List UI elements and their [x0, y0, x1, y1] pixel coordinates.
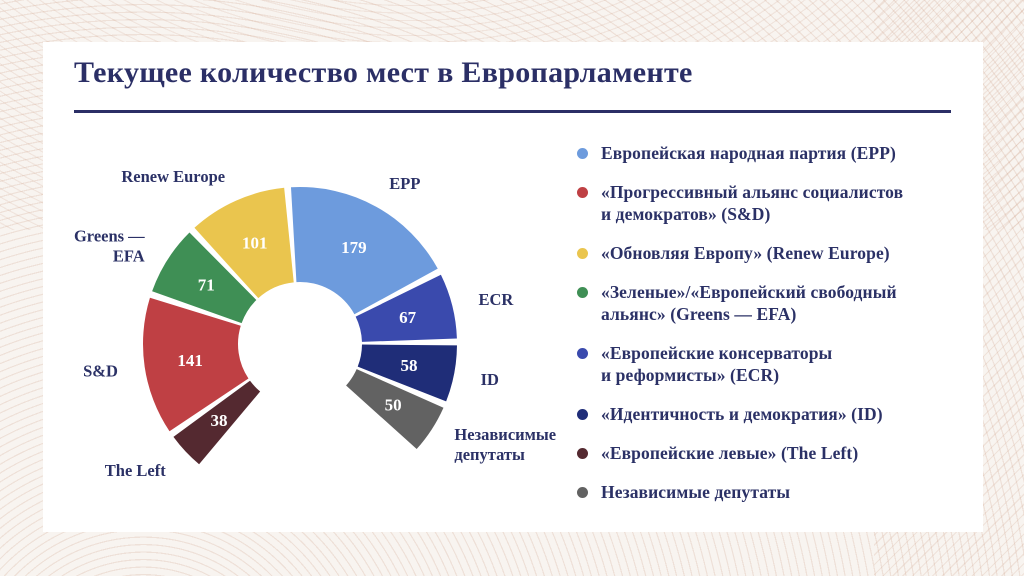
legend-color-dot: [577, 448, 588, 459]
legend-item-left: «Европейские левые» (The Left): [577, 442, 957, 464]
party-label-greens: Greens — EFA: [74, 226, 145, 265]
seat-count-epp: 179: [341, 238, 367, 257]
legend-color-dot: [577, 187, 588, 198]
chart-segment-sd: [142, 297, 249, 432]
party-label-idp: ID: [481, 370, 499, 389]
chart-segment-ni: [346, 369, 444, 450]
legend-item-sd: «Прогрессивный альянс социалистов и демо…: [577, 181, 957, 225]
legend-item-label: Европейская народная партия (EPP): [601, 143, 896, 163]
chart-segment-greens: [152, 232, 257, 324]
legend-item-epp: Европейская народная партия (EPP): [577, 142, 957, 164]
seat-count-left: 38: [211, 411, 228, 430]
legend-color-dot: [577, 487, 588, 498]
legend-item-renew: «Обновляя Европу» (Renew Europe): [577, 242, 957, 264]
legend-item-label: «Прогрессивный альянс социалистов и демо…: [601, 182, 904, 224]
legend-color-dot: [577, 148, 588, 159]
legend-item-label: «Зеленые»/«Европейский свободный альянс»…: [601, 282, 897, 324]
legend-item-label: «Идентичность и демократия» (ID): [601, 404, 883, 424]
page-title: Текущее количество мест в Европарламенте: [74, 56, 693, 89]
legend-item-label: Независимые депутаты: [601, 482, 791, 502]
legend-item-ni: Независимые депутаты: [577, 481, 957, 503]
legend-color-dot: [577, 409, 588, 420]
legend-item-idp: «Идентичность и демократия» (ID): [577, 403, 957, 425]
chart-segment-ecr: [355, 274, 457, 342]
seat-count-ni: 50: [385, 395, 402, 414]
seat-count-idp: 58: [400, 356, 417, 375]
party-label-ecr: ECR: [478, 290, 514, 309]
parliament-seats-chart: 38 The Left 141 S&D 71 Greens — EFA 101 Renew Eu…: [74, 167, 556, 480]
chart-segment-left: [173, 380, 261, 465]
legend-item-label: «Европейские консерваторы и реформисты» …: [601, 343, 833, 385]
chart-segment-epp: [290, 187, 438, 315]
party-label-sd: S&D: [83, 362, 118, 381]
infographic-card: Текущее количество мест в Европарламенте…: [43, 42, 983, 532]
seat-count-sd: 141: [177, 351, 203, 370]
legend-color-dot: [577, 287, 588, 298]
legend: Европейская народная партия (EPP) «Прогре…: [577, 142, 957, 503]
legend-color-dot: [577, 248, 588, 259]
party-label-left: The Left: [105, 461, 166, 480]
seat-count-greens: 71: [198, 275, 215, 294]
seat-count-renew: 101: [242, 234, 268, 253]
legend-item-greens: «Зеленые»/«Европейский свободный альянс»…: [577, 281, 957, 325]
chart-segment-idp: [357, 344, 457, 402]
legend-item-label: «Обновляя Европу» (Renew Europe): [601, 243, 890, 263]
seat-count-ecr: 67: [399, 308, 417, 327]
party-label-epp: EPP: [389, 174, 420, 193]
legend-item-label: «Европейские левые» (The Left): [601, 443, 859, 463]
party-label-renew: Renew Europe: [121, 167, 225, 186]
party-label-ni: Независимые депутаты: [454, 425, 556, 464]
title-underline: [74, 110, 951, 113]
legend-item-ecr: «Европейские консерваторы и реформисты» …: [577, 342, 957, 386]
legend-color-dot: [577, 348, 588, 359]
chart-segment-renew: [194, 187, 294, 299]
